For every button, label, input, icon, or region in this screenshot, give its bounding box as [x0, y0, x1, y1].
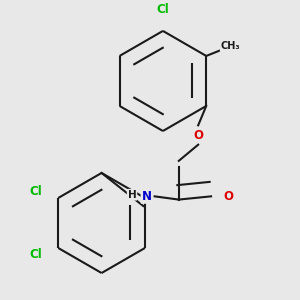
Text: Cl: Cl [157, 3, 169, 16]
Text: N: N [142, 190, 152, 203]
Text: Cl: Cl [29, 248, 42, 261]
Text: O: O [193, 128, 203, 142]
Text: CH₃: CH₃ [220, 41, 240, 51]
Text: O: O [224, 190, 234, 203]
Text: H: H [128, 190, 136, 200]
Text: Cl: Cl [29, 185, 42, 198]
